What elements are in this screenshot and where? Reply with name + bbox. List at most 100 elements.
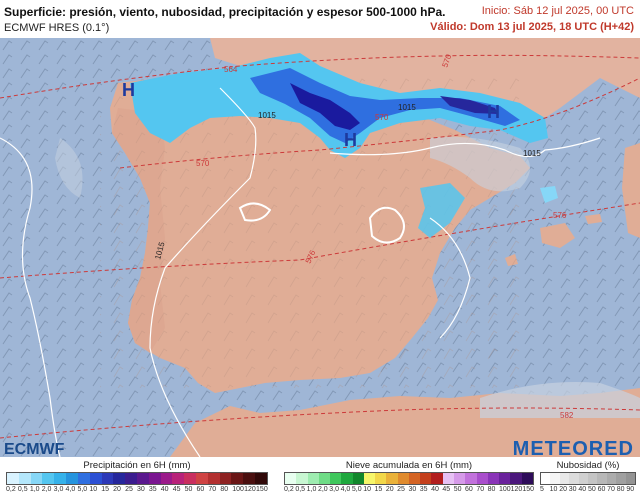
precip-tick-label: 100 (232, 486, 244, 493)
precip-tick-label: 35 (148, 486, 157, 493)
snow-tick-label: 70 (476, 486, 485, 493)
snow-color-swatch (487, 473, 500, 484)
precip-color-swatch (219, 473, 232, 484)
snow-tick-label: 1,0 (306, 486, 317, 493)
cloud-color-swatch (588, 473, 598, 484)
weather-map[interactable]: H H H 1015 1015 1015 1015 564 570 570 57… (0, 38, 640, 457)
precip-color-swatch (113, 473, 126, 484)
snow-tick-label: 4,0 (340, 486, 351, 493)
precip-tick-label: 80 (220, 486, 229, 493)
thickness-label: 564 (224, 65, 238, 74)
precip-color-swatch (231, 473, 244, 484)
precip-color-swatch (18, 473, 31, 484)
snow-color-swatch (386, 473, 398, 484)
precip-legend-title: Precipitación en 6H (mm) (83, 460, 191, 471)
cloud-patch (238, 202, 272, 222)
thickness-label: 582 (560, 411, 574, 420)
cloud-tick-label: 5 (540, 486, 544, 493)
precip-heavy (440, 96, 498, 114)
snow-color-swatch (476, 473, 488, 484)
precip-tick-label: 10 (89, 486, 98, 493)
cloud-color-swatch (625, 473, 636, 484)
cloud-color-swatch (541, 473, 551, 484)
ecmwf-logo: ECMWF (4, 441, 65, 458)
snow-color-swatch (465, 473, 477, 484)
snow-tick-label: 80 (487, 486, 496, 493)
precip-tick-label: 50 (184, 486, 193, 493)
thickness-line (119, 77, 640, 169)
cloud-legend: Nubosidad (%) 5 10 20 30 40 50 60 70 80 90 (540, 460, 636, 498)
map-title: Superficie: presión, viento, nubosidad, … (4, 5, 446, 19)
snow-tick-label: 0,5 (295, 486, 306, 493)
snow-color-swatch (307, 473, 319, 484)
precip-color-swatch (7, 473, 19, 484)
snow-color-swatch (408, 473, 421, 484)
precip-legend: Precipitación en 6H (mm) 0,2 0,5 1,0 2,0 3,0… (6, 460, 268, 498)
thickness-line (0, 407, 640, 439)
snow-color-swatch (397, 473, 409, 484)
menorca (585, 214, 602, 224)
cloud-tick-label: 10 (549, 486, 558, 493)
snow-tick-label: 40 (431, 486, 439, 493)
snow-color-swatch (375, 473, 387, 484)
map-canvas: H H H 1015 1015 1015 1015 564 570 570 57… (0, 38, 640, 457)
precip-color-swatch (172, 473, 185, 484)
precip-color-swatch (148, 473, 161, 484)
snow-tick-label: 25 (397, 486, 405, 493)
snow-tick-label: 100 (498, 486, 511, 493)
precip-tick-label: 2,0 (41, 486, 52, 493)
snow-legend: Nieve acumulada en 6H (mm) 0,2 0,5 1,0 2,0 3… (284, 460, 534, 498)
precip-mid (250, 68, 520, 143)
precip-tick-label: 5,0 (77, 486, 88, 493)
snow-tick-label: 3,0 (329, 486, 339, 493)
snow-color-swatch (442, 473, 454, 484)
header: Superficie: presión, viento, nubosidad, … (0, 0, 640, 38)
precip-color-swatch (255, 473, 267, 484)
precip-tick-label: 4,0 (65, 486, 76, 493)
cloud-legend-title: Nubosidad (%) (556, 460, 620, 471)
init-time: Inicio: Sáb 12 jul 2025, 00 UTC (481, 5, 634, 17)
thickness-label: 570 (196, 159, 210, 168)
cloud-color-swatch (578, 473, 589, 484)
snow-tick-label: 30 (408, 486, 417, 493)
snow-tick-label: 120 (510, 486, 523, 493)
cloud-tick-label: 90 (626, 486, 635, 493)
precip-color-swatch (101, 473, 114, 484)
cloud-tick-label: 80 (616, 486, 625, 493)
valid-time: Válido: Dom 13 jul 2025, 18 UTC (H+42) (430, 21, 634, 33)
cloud-tick-label: 70 (607, 486, 615, 493)
snow-color-swatch (431, 473, 443, 484)
snow-tick-label: 150 (522, 486, 534, 493)
snow-color-swatch (420, 473, 432, 484)
precip-tick-label: 3,0 (53, 486, 64, 493)
precip-tick-label: 40 (160, 486, 169, 493)
precip-color-swatch (125, 473, 137, 484)
snow-color-swatch (352, 473, 364, 484)
isobar (149, 87, 257, 457)
precip-color-swatch (77, 473, 90, 484)
cloud-color-swatch (559, 473, 570, 484)
isobar-label: 1015 (258, 111, 276, 120)
snow-colorbar (284, 472, 534, 485)
precip-tick-label: 15 (101, 486, 110, 493)
snow-tick-label: 60 (465, 486, 473, 493)
precip-color-swatch (184, 473, 196, 484)
cloud-ticks: 5 10 20 30 40 50 60 70 80 90 (540, 485, 636, 495)
cloud-color-swatch (606, 473, 617, 484)
precip-tick-label: 150 (256, 486, 268, 493)
snow-tick-label: 5,0 (351, 486, 362, 493)
precip-color-swatch (196, 473, 208, 484)
sardinia (622, 143, 640, 238)
precip-east (540, 186, 558, 203)
precip-east (418, 183, 465, 238)
precip-tick-label: 1,0 (29, 486, 40, 493)
cloud-tick-label: 60 (597, 486, 606, 493)
precip-color-swatch (243, 473, 256, 484)
cloud-color-swatch (597, 473, 607, 484)
snow-tick-label: 50 (453, 486, 462, 493)
precip-color-swatch (207, 473, 220, 484)
snow-tick-label: 15 (374, 486, 383, 493)
meteored-logo: METEORED (512, 438, 634, 460)
isobar-label: 1015 (523, 149, 541, 158)
isobar (429, 217, 471, 339)
